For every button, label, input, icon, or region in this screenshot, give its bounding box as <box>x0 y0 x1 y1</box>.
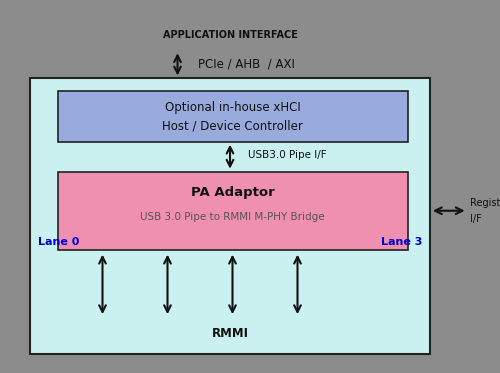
Bar <box>58 172 408 250</box>
Text: Lane 3: Lane 3 <box>381 238 422 247</box>
Bar <box>30 78 430 354</box>
Text: RMMI: RMMI <box>212 327 248 340</box>
Text: Lane 0: Lane 0 <box>38 238 79 247</box>
Text: Register: Register <box>470 198 500 207</box>
Text: I/F: I/F <box>470 214 482 224</box>
Text: Optional in-house xHCI: Optional in-house xHCI <box>164 101 300 114</box>
Text: APPLICATION INTERFACE: APPLICATION INTERFACE <box>162 31 298 40</box>
Text: USB3.0 Pipe I/F: USB3.0 Pipe I/F <box>248 150 326 160</box>
Bar <box>58 91 408 142</box>
Text: PCIe / AHB  / AXI: PCIe / AHB / AXI <box>198 58 294 71</box>
Text: Host / Device Controller: Host / Device Controller <box>162 119 303 132</box>
Text: USB 3.0 Pipe to RMMI M-PHY Bridge: USB 3.0 Pipe to RMMI M-PHY Bridge <box>140 213 325 222</box>
Text: PA Adaptor: PA Adaptor <box>190 186 274 199</box>
